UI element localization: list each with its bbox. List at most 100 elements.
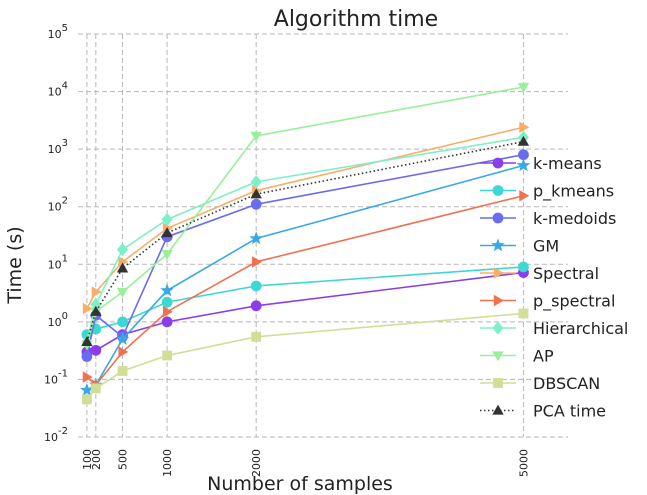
data-point-DBSCAN-2	[117, 366, 128, 376]
legend-marker-Spectral	[493, 267, 504, 279]
legend-marker-p_kmeans	[492, 185, 504, 196]
data-point-AP-2	[116, 287, 129, 298]
legend-label-DBSCAN: DBSCAN	[533, 374, 600, 393]
legend-label-p_kmeans: p_kmeans	[533, 182, 614, 202]
plot-area	[80, 82, 531, 405]
data-point-Hierarchical-4	[250, 175, 262, 189]
data-point-k-medoids-4	[250, 198, 262, 210]
legend-item-Spectral: Spectral	[480, 264, 599, 283]
data-point-GM-3	[160, 283, 174, 297]
data-point-k-medoids-5	[518, 149, 529, 161]
legend: k-means p_kmeans k-medoids GM Spectral p_spec…	[480, 154, 628, 421]
legend-marker-k-medoids	[492, 212, 504, 224]
x-tick-label-1: 200	[90, 449, 103, 470]
data-point-p_kmeans-4	[250, 280, 262, 292]
legend-item-DBSCAN: DBSCAN	[480, 374, 600, 393]
y-tick-label-7: 105	[48, 23, 68, 41]
series-p_spectral	[82, 190, 530, 391]
y-tick-label-2: 100	[48, 311, 68, 329]
legend-item-k-medoids: k-medoids	[480, 209, 616, 228]
data-point-Spectral-0	[82, 302, 93, 315]
data-point-PCA time-4	[250, 188, 262, 199]
y-tick-label-1: 10-1	[44, 368, 68, 386]
series-k-medoids	[81, 149, 529, 362]
legend-item-PCA time: PCA time	[480, 402, 606, 421]
data-point-DBSCAN-3	[162, 350, 172, 361]
series-Hierarchical	[81, 130, 529, 349]
data-point-p_kmeans-5	[518, 261, 529, 273]
series-line-AP	[86, 86, 524, 345]
data-point-PCA time-1	[90, 305, 102, 316]
data-point-PCA time-2	[116, 262, 129, 273]
data-point-p_spectral-5	[519, 190, 530, 202]
x-tick-label-4: 2000	[250, 449, 263, 477]
legend-marker-GM	[491, 238, 505, 252]
legend-label-Hierarchical: Hierarchical	[533, 319, 628, 338]
x-axis-label: Number of samples	[207, 473, 393, 495]
x-tick-label-5: 5000	[517, 449, 530, 477]
data-point-p_spectral-0	[82, 371, 93, 383]
legend-label-Spectral: Spectral	[533, 264, 599, 283]
data-point-GM-5	[516, 158, 531, 172]
data-point-k-means-3	[161, 316, 173, 328]
data-point-k-means-4	[250, 300, 262, 312]
data-point-DBSCAN-0	[82, 394, 92, 405]
data-point-GM-2	[115, 332, 130, 345]
legend-item-Hierarchical: Hierarchical	[480, 319, 628, 338]
data-point-k-means-1	[90, 344, 102, 356]
y-tick-label-3: 101	[48, 253, 68, 271]
legend-marker-p_spectral	[493, 294, 504, 307]
legend-marker-DBSCAN	[493, 378, 503, 388]
x-tick-label-0: 100	[81, 449, 94, 470]
y-tick-label-0: 10-2	[44, 426, 68, 444]
legend-marker-Hierarchical	[492, 321, 504, 335]
legend-item-p_kmeans: p_kmeans	[480, 182, 614, 202]
series-PCA time	[81, 135, 530, 346]
data-point-AP-5	[517, 82, 530, 93]
series-k-means	[81, 267, 529, 358]
y-axis-label: Time (s)	[4, 226, 26, 304]
data-point-PCA time-0	[81, 336, 93, 346]
series-Spectral	[82, 121, 530, 315]
series-line-p_spectral	[86, 194, 524, 387]
data-point-Spectral-1	[91, 286, 102, 298]
x-tick-label-3: 1000	[161, 449, 174, 477]
data-point-PCA time-3	[161, 227, 173, 238]
data-point-GM-4	[249, 231, 263, 245]
data-point-Hierarchical-3	[161, 212, 173, 227]
chart-title: Algorithm time	[274, 7, 438, 32]
legend-label-k-means: k-means	[533, 154, 602, 173]
legend-item-AP: AP	[480, 347, 554, 366]
data-point-p_spectral-2	[118, 346, 129, 358]
data-point-p_spectral-3	[162, 306, 173, 318]
y-tick-label-4: 102	[48, 196, 68, 214]
data-point-DBSCAN-4	[251, 331, 262, 342]
data-point-DBSCAN-1	[90, 383, 101, 394]
legend-label-GM: GM	[533, 237, 559, 256]
y-tick-label-5: 103	[48, 138, 68, 156]
series-line-PCA time	[86, 140, 524, 343]
y-tick-label-6: 104	[48, 81, 68, 99]
x-tick-label-2: 500	[117, 449, 130, 470]
legend-label-PCA time: PCA time	[533, 402, 606, 421]
legend-item-GM: GM	[480, 237, 559, 256]
legend-item-k-means: k-means	[480, 154, 602, 173]
data-point-k-medoids-0	[81, 351, 93, 362]
data-point-p_kmeans-3	[161, 296, 173, 308]
series-line-k-medoids	[86, 153, 524, 357]
data-point-p_spectral-4	[252, 256, 262, 268]
series-DBSCAN	[82, 308, 529, 405]
data-point-AP-3	[161, 249, 173, 260]
legend-marker-PCA time	[492, 404, 504, 415]
series-line-k-means	[86, 271, 524, 353]
data-point-DBSCAN-5	[518, 308, 529, 319]
legend-label-k-medoids: k-medoids	[533, 209, 616, 228]
legend-item-p_spectral: p_spectral	[480, 292, 615, 312]
legend-label-p_spectral: p_spectral	[533, 292, 615, 312]
data-point-Hierarchical-2	[117, 242, 129, 257]
data-point-AP-4	[250, 131, 262, 142]
grid	[78, 33, 568, 438]
data-point-PCA time-5	[517, 135, 530, 146]
